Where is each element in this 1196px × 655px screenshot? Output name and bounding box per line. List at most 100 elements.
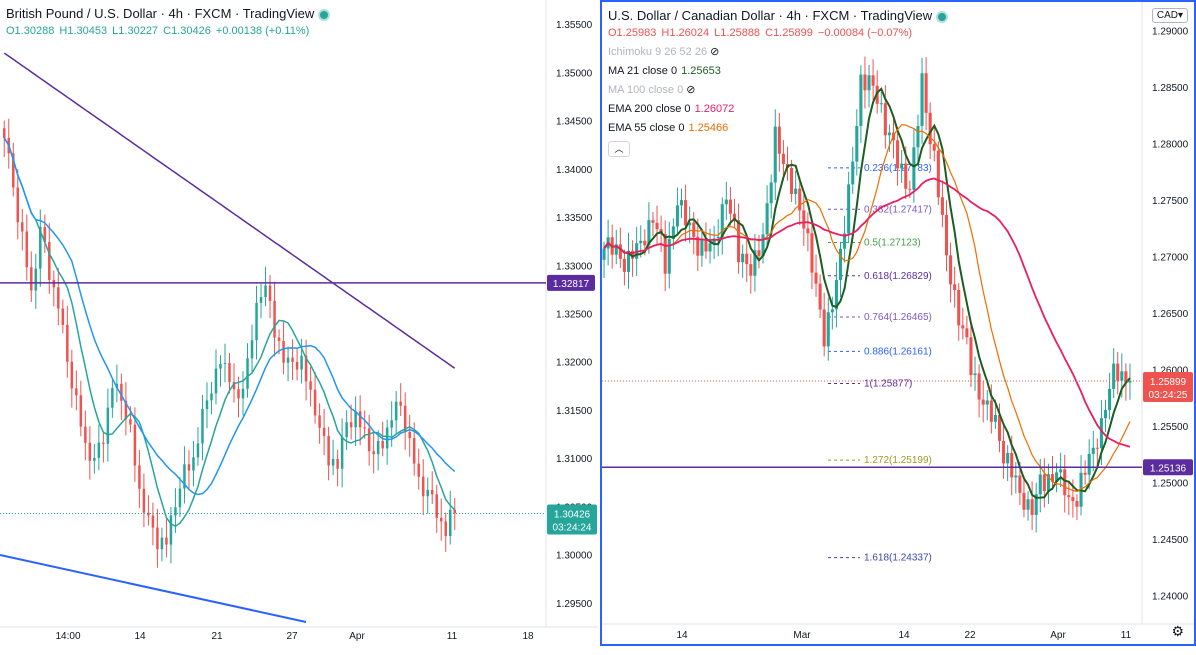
gbpusd-open: O1.30288 bbox=[6, 25, 55, 37]
candle-body bbox=[142, 488, 146, 513]
candle-body bbox=[169, 515, 173, 545]
collapse-chevron-up-icon[interactable]: ︿ bbox=[608, 141, 630, 157]
candle-body bbox=[250, 340, 254, 359]
candle-body bbox=[381, 440, 384, 449]
price-tick-label: 1.32500 bbox=[556, 310, 593, 321]
candle-body bbox=[106, 407, 110, 444]
candle-body bbox=[936, 150, 940, 198]
candle-body bbox=[826, 312, 830, 347]
indicator-ma100[interactable]: MA 100 close 0 ⊘ bbox=[608, 81, 946, 100]
candle-body bbox=[273, 300, 276, 338]
candle-body bbox=[327, 435, 330, 466]
candle-body bbox=[957, 289, 961, 326]
candle-body bbox=[631, 250, 635, 259]
candle-body bbox=[667, 238, 671, 274]
candle-body bbox=[138, 465, 141, 489]
candle-body bbox=[724, 199, 728, 205]
candle-body bbox=[618, 244, 622, 259]
candle-body bbox=[912, 147, 916, 190]
candle-body bbox=[70, 361, 74, 389]
price-tick-label: 1.27000 bbox=[1152, 252, 1189, 263]
hidden-eye-icon[interactable]: ⊘ bbox=[686, 84, 696, 96]
hidden-eye-icon[interactable]: ⊘ bbox=[710, 46, 720, 58]
gbpusd-chart-pane[interactable]: 1.35500 1.35000 1.34500 1.34000 1.33500 1.330… bbox=[0, 0, 598, 655]
candle-body bbox=[626, 250, 631, 272]
usdcad-close: C1.25899 bbox=[765, 27, 813, 39]
candle-body bbox=[412, 438, 416, 464]
candle-body bbox=[214, 368, 218, 394]
candle-body bbox=[1112, 363, 1116, 389]
candle-body bbox=[75, 388, 78, 396]
candle-body bbox=[830, 309, 834, 313]
candle-body bbox=[1042, 474, 1046, 492]
candle-body bbox=[237, 389, 240, 399]
candle-body bbox=[97, 442, 101, 458]
candle-body bbox=[728, 199, 732, 214]
candle-body bbox=[802, 210, 806, 229]
ma21-line bbox=[603, 87, 1131, 499]
candle-body bbox=[643, 240, 647, 246]
indicator-label: EMA 200 close 0 bbox=[608, 103, 691, 115]
ma-200-line bbox=[3, 52, 456, 369]
settings-gear-icon[interactable]: ⚙ bbox=[1171, 623, 1184, 639]
candle-body bbox=[394, 401, 398, 421]
indicator-ma21[interactable]: MA 21 close 0 1.25653 bbox=[608, 62, 946, 81]
candle-body bbox=[1128, 380, 1132, 383]
candle-body bbox=[322, 427, 326, 436]
candle-body bbox=[192, 457, 195, 471]
candle-body bbox=[300, 355, 303, 370]
price-tick-label: 1.35500 bbox=[556, 20, 593, 31]
candle-body bbox=[93, 457, 96, 461]
candle-body bbox=[1038, 474, 1042, 495]
gbpusd-title: British Pound / U.S. Dollar · 4h · FXCM … bbox=[6, 6, 315, 21]
candle-body bbox=[773, 126, 777, 183]
price-tick-label: 1.25000 bbox=[1152, 479, 1189, 490]
candle-body bbox=[358, 411, 362, 428]
last-price-tag bbox=[547, 504, 597, 535]
candle-body bbox=[855, 125, 859, 162]
hline-price-label: 1.32817 bbox=[553, 279, 590, 290]
candle-body bbox=[79, 395, 83, 427]
candle-body bbox=[961, 325, 965, 329]
candle-body bbox=[737, 220, 741, 263]
usdcad-chart-pane[interactable]: 1.29000 1.28500 1.28000 1.27500 1.27000 1.265… bbox=[600, 0, 1196, 646]
gbpusd-chart-canvas[interactable]: 1.35500 1.35000 1.34500 1.34000 1.33500 1.330… bbox=[0, 0, 598, 655]
candle-body bbox=[973, 373, 977, 376]
price-tick-label: 1.31500 bbox=[556, 406, 593, 417]
candle-body bbox=[1116, 363, 1120, 381]
candle-body bbox=[129, 419, 132, 425]
candle-body bbox=[210, 393, 213, 401]
candle-body bbox=[1124, 371, 1128, 383]
candle-body bbox=[1046, 474, 1050, 492]
price-tick-label: 1.28500 bbox=[1152, 83, 1189, 94]
candle-body bbox=[1095, 447, 1099, 449]
currency-selector[interactable]: CAD▾ bbox=[1151, 8, 1188, 23]
candle-body bbox=[749, 264, 753, 276]
candle-body bbox=[439, 517, 443, 522]
candle-body bbox=[928, 112, 932, 145]
indicator-ema55[interactable]: EMA 55 close 0 1.25466 bbox=[608, 119, 946, 138]
price-tick-label: 1.30000 bbox=[556, 551, 593, 562]
candle-body bbox=[1103, 410, 1108, 419]
indicator-ichimoku[interactable]: Ichimoku 9 26 52 26 ⊘ bbox=[608, 43, 946, 62]
gbpusd-legend: British Pound / U.S. Dollar · 4h · FXCM … bbox=[6, 4, 329, 38]
price-tick-label: 1.33500 bbox=[556, 213, 593, 224]
time-tick-label: 11 bbox=[1121, 630, 1132, 641]
ma-fast-line bbox=[3, 137, 456, 528]
candle-body bbox=[940, 197, 944, 215]
time-tick-label: 22 bbox=[964, 630, 976, 641]
candle-body bbox=[133, 424, 137, 466]
candle-body bbox=[336, 458, 339, 469]
candle-body bbox=[21, 222, 24, 232]
last-price-label: 1.30426 bbox=[554, 510, 591, 521]
candle-body bbox=[309, 381, 312, 390]
time-tick-label: 11 bbox=[447, 631, 458, 642]
candle-body bbox=[435, 494, 438, 518]
time-tick-label: Mar bbox=[793, 630, 811, 641]
usdcad-chart-canvas[interactable]: 1.29000 1.28500 1.28000 1.27500 1.27000 1.265… bbox=[602, 2, 1194, 644]
candle-body bbox=[147, 512, 150, 516]
fib-level-label: 0.382(1.27417) bbox=[864, 204, 932, 215]
indicator-ema200[interactable]: EMA 200 close 0 1.26072 bbox=[608, 100, 946, 119]
candle-body bbox=[745, 253, 749, 265]
price-tick-label: 1.28000 bbox=[1152, 139, 1189, 150]
